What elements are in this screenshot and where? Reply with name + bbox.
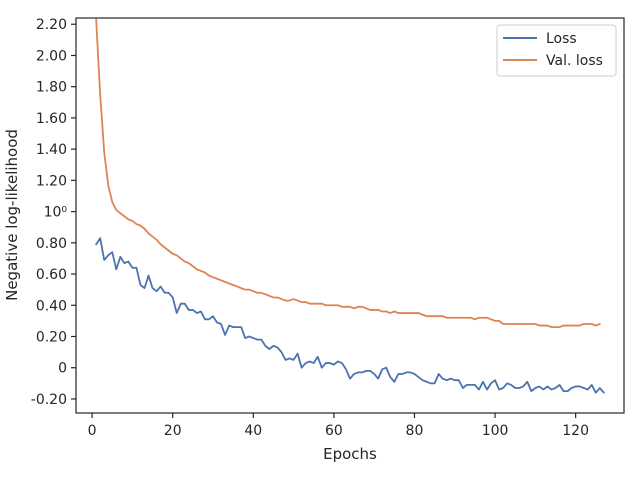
plot-frame <box>75 17 625 414</box>
x-tick-label: 120 <box>562 423 589 439</box>
y-axis-label: Negative log-likelihood <box>3 129 21 301</box>
y-tick-label: 1.20 <box>36 173 67 189</box>
y-axis-ticks: -0.20 0 0.20 0.40 0.60 0.80 10⁰ 1.20 1.40 1.60 1.8… <box>31 17 76 408</box>
x-tick-label: 40 <box>244 423 262 439</box>
legend: Loss Val. loss <box>496 24 617 77</box>
series-line-loss <box>95 237 605 394</box>
x-tick-label: 60 <box>325 423 343 439</box>
y-tick-label: -0.20 <box>31 392 67 408</box>
y-tick-label: 0.80 <box>36 236 67 252</box>
series-line-val-loss <box>95 18 601 329</box>
x-axis-label: Epochs <box>323 445 377 463</box>
x-tick-label: 0 <box>88 423 97 439</box>
y-tick-label: 2.20 <box>36 17 67 33</box>
legend-label-val-loss: Val. loss <box>546 53 603 69</box>
y-tick-label: 1.60 <box>36 111 67 127</box>
x-tick-label: 80 <box>406 423 424 439</box>
y-tick-label: 1.40 <box>36 142 67 158</box>
y-tick-label: 10⁰ <box>44 205 68 221</box>
y-tick-label: 0.60 <box>36 267 67 283</box>
x-tick-label: 100 <box>482 423 509 439</box>
x-tick-label: 20 <box>164 423 182 439</box>
y-tick-label: 0.20 <box>36 329 67 345</box>
legend-label-loss: Loss <box>546 31 577 47</box>
series-layer <box>95 18 605 394</box>
y-tick-label: 0.40 <box>36 298 67 314</box>
x-axis-ticks: 0 20 40 60 80 100 120 <box>88 413 589 439</box>
y-tick-label: 2.00 <box>36 48 67 64</box>
y-tick-label: 1.80 <box>36 80 67 96</box>
y-tick-label: 0 <box>58 361 67 377</box>
